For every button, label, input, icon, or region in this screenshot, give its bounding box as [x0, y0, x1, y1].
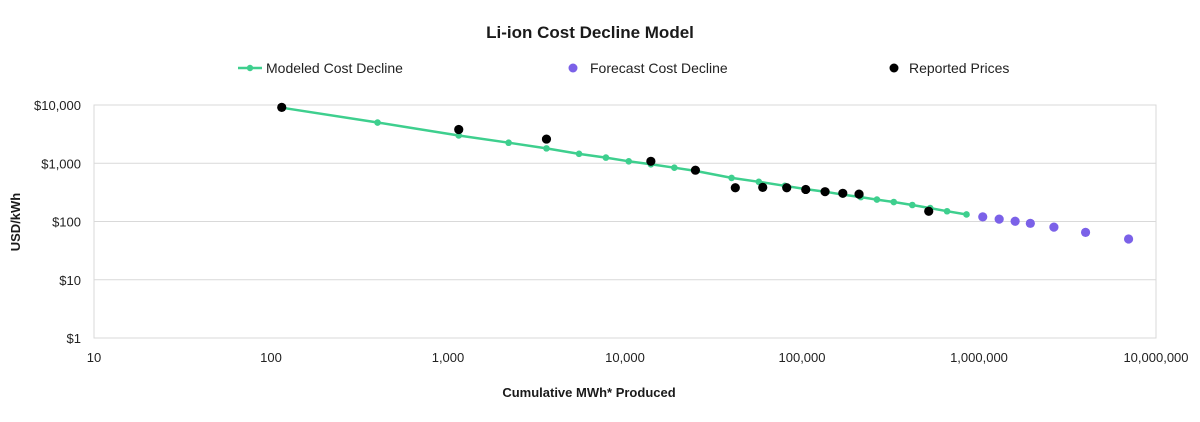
x-axis-ticks: 10 100 1,000 10,000 100,000 1,000,000 10,000,0… [87, 350, 1189, 365]
data-point-modeled [671, 164, 678, 171]
data-point-reported [820, 187, 830, 197]
data-point-reported [730, 183, 740, 193]
legend-item-reported: Reported Prices [889, 60, 1009, 76]
x-tick-label: 10,000 [605, 350, 645, 365]
data-point-modeled [728, 174, 735, 182]
data-point-reported [838, 188, 848, 198]
data-point-reported [690, 165, 701, 175]
legend-modeled-marker [246, 64, 254, 72]
series-modeled [278, 104, 970, 218]
chart-title: Li-ion Cost Decline Model [486, 23, 694, 42]
legend-forecast-label: Forecast Cost Decline [590, 60, 728, 76]
data-point-reported [277, 102, 287, 112]
legend-item-forecast: Forecast Cost Decline [568, 60, 728, 76]
x-tick-label: 1,000 [432, 350, 465, 365]
x-axis-label: Cumulative MWh* Produced [502, 385, 675, 400]
data-point-reported [646, 156, 656, 166]
data-point-reported [854, 189, 864, 199]
legend: Modeled Cost Decline Forecast Cost Decli… [238, 60, 1009, 76]
data-point-reported [454, 124, 464, 135]
legend-reported-marker [889, 63, 899, 73]
x-tick-label: 100 [260, 350, 282, 365]
data-point-reported [924, 206, 934, 216]
data-point-modeled [890, 198, 898, 206]
data-point-modeled [873, 196, 881, 203]
x-tick-label: 10 [87, 350, 101, 365]
y-tick-label: $10,000 [34, 98, 81, 113]
data-point-reported [801, 184, 811, 195]
data-point-reported [758, 182, 768, 192]
data-point-modeled [909, 201, 916, 209]
data-point-modeled [374, 119, 381, 126]
data-point-modeled [602, 154, 610, 161]
data-point-modeled [455, 132, 463, 139]
series-forecast [978, 212, 1134, 244]
data-point-forecast [1080, 227, 1091, 237]
data-point-modeled [943, 207, 951, 215]
legend-reported-label: Reported Prices [909, 60, 1009, 76]
data-point-forecast [978, 212, 988, 222]
series-reported [277, 102, 934, 216]
plot-area [93, 104, 1157, 339]
y-axis-label: USD/kWh [8, 193, 23, 252]
data-point-modeled [575, 150, 583, 158]
x-tick-label: 100,000 [779, 350, 826, 365]
legend-forecast-marker [568, 63, 578, 73]
data-point-forecast [1049, 222, 1059, 232]
data-point-forecast [1025, 218, 1035, 228]
y-tick-label: $10 [59, 273, 81, 288]
series [277, 102, 1134, 244]
y-tick-label: $1 [67, 331, 81, 346]
data-point-modeled [505, 139, 512, 147]
data-point-modeled [543, 145, 550, 152]
data-point-forecast [994, 214, 1004, 224]
y-tick-label: $1,000 [41, 156, 81, 171]
data-point-reported [782, 183, 792, 193]
x-tick-label: 1,000,000 [950, 350, 1008, 365]
legend-modeled-label: Modeled Cost Decline [266, 60, 403, 76]
x-tick-label: 10,000,000 [1123, 350, 1188, 365]
data-point-modeled [963, 211, 970, 218]
data-point-forecast [1010, 216, 1020, 226]
data-point-forecast [1123, 234, 1134, 244]
y-tick-label: $100 [52, 215, 81, 230]
legend-item-modeled: Modeled Cost Decline [238, 60, 403, 76]
y-axis-ticks: $1 $10 $100 $1,000 $10,000 [34, 98, 81, 346]
data-point-modeled [625, 158, 633, 165]
data-point-reported [541, 134, 552, 144]
